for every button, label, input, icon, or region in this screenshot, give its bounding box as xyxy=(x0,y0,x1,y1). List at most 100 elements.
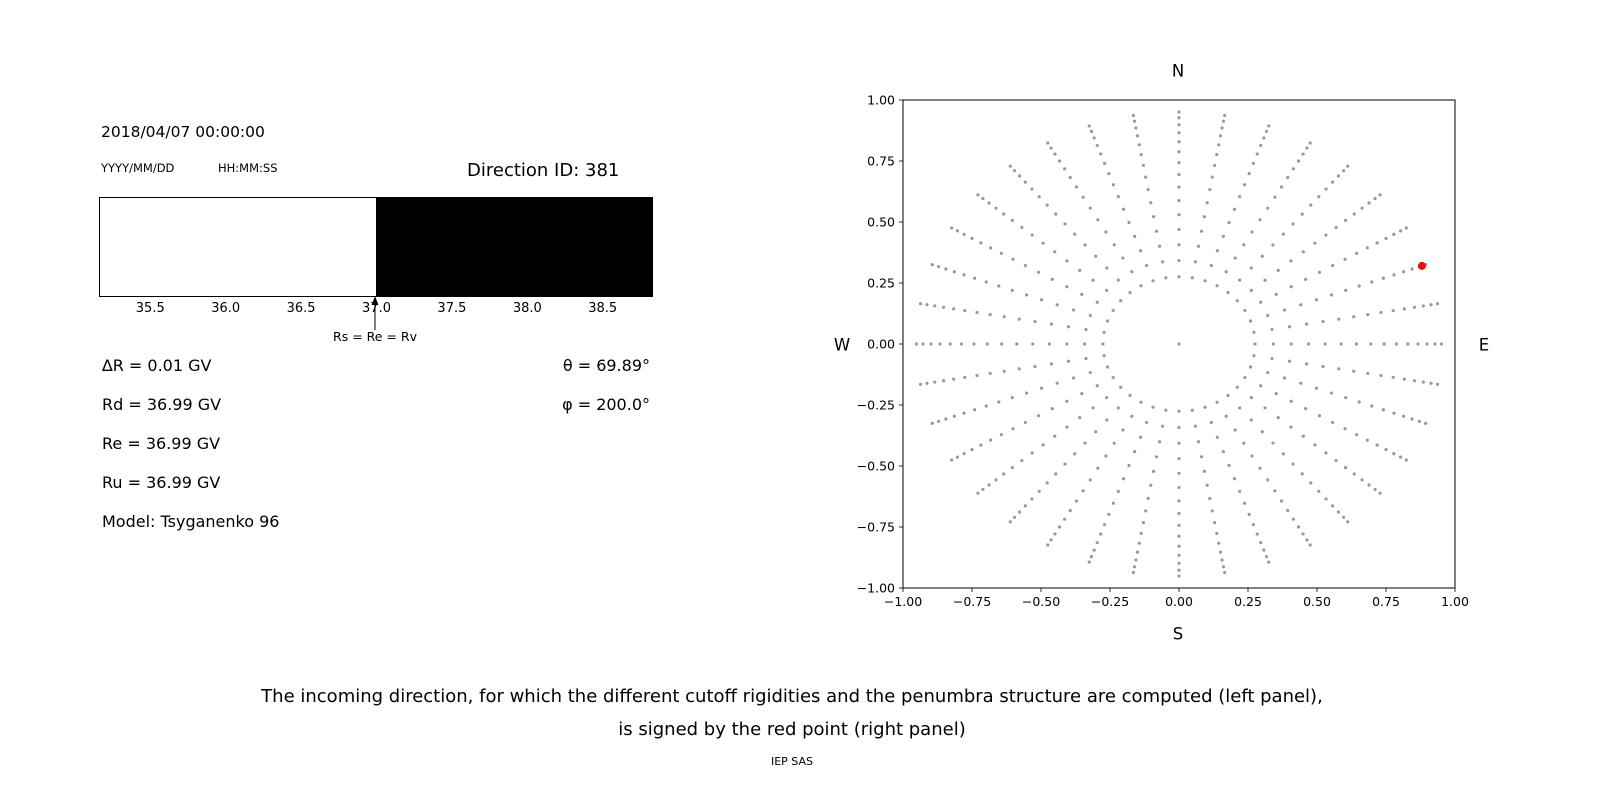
direction-dot xyxy=(1084,356,1088,361)
y-tick-label: −0.50 xyxy=(857,459,895,474)
direction-dot xyxy=(1282,376,1287,380)
direction-dot xyxy=(1164,276,1168,280)
direction-dot xyxy=(1379,373,1383,378)
direction-dot xyxy=(1116,406,1120,410)
direction-dot xyxy=(1215,435,1219,439)
direction-dot xyxy=(1065,399,1069,403)
direction-dot xyxy=(1392,273,1396,277)
direction-dot xyxy=(1317,270,1322,274)
direction-dot xyxy=(1317,414,1322,418)
direction-dot xyxy=(1177,409,1181,413)
direction-dot xyxy=(1112,243,1116,247)
direction-dot xyxy=(1080,292,1084,296)
direction-dot xyxy=(1164,408,1168,412)
direction-dot xyxy=(1317,195,1321,199)
direction-dot xyxy=(1289,399,1293,403)
direction-dot xyxy=(1367,201,1371,205)
direction-dot xyxy=(914,342,919,346)
direction-dot xyxy=(1266,478,1270,482)
direction-dot xyxy=(1271,441,1275,445)
direction-dot xyxy=(1360,478,1364,482)
direction-dot xyxy=(1232,207,1237,211)
direction-dot xyxy=(1281,452,1285,456)
direction-dot xyxy=(1137,541,1141,545)
direction-dot xyxy=(1266,313,1270,318)
direction-dot xyxy=(1177,185,1181,189)
direction-dot xyxy=(1065,342,1069,346)
direction-dot xyxy=(1141,163,1145,168)
direction-dot xyxy=(1260,430,1264,434)
direction-dot xyxy=(1081,195,1085,199)
direction-dot xyxy=(1063,462,1067,466)
direction-dot xyxy=(988,371,992,376)
direction-dot xyxy=(989,246,993,250)
direction-dot xyxy=(1259,540,1263,545)
direction-dot xyxy=(1091,278,1095,282)
direction-dot xyxy=(1221,565,1226,569)
direction-dot xyxy=(1024,293,1029,297)
direction-dot xyxy=(1111,183,1116,187)
direction-dot xyxy=(999,433,1003,437)
direction-dot xyxy=(1096,218,1100,222)
direction-dot xyxy=(1300,212,1304,216)
direction-dot xyxy=(1050,407,1054,411)
direction-dot xyxy=(1139,249,1143,253)
direction-dot xyxy=(955,455,959,459)
direction-dot xyxy=(1036,270,1041,274)
direction-dot xyxy=(1392,411,1396,415)
direction-dot xyxy=(1073,232,1077,236)
direction-dot xyxy=(1177,161,1181,165)
direction-dot xyxy=(1220,126,1224,130)
direction-dot xyxy=(1177,150,1181,154)
direction-dot xyxy=(1433,342,1437,346)
direction-dot xyxy=(1329,391,1334,395)
direction-dot xyxy=(1233,256,1237,260)
direction-dot xyxy=(979,443,983,447)
datetime-label: 2018/04/07 00:00:00 xyxy=(101,123,265,141)
direction-dot xyxy=(1002,472,1006,476)
direction-dot xyxy=(1392,232,1396,236)
direction-dot xyxy=(1049,538,1053,542)
direction-dot xyxy=(1286,175,1290,180)
direction-dot xyxy=(1331,504,1335,508)
direction-dot xyxy=(1274,392,1278,396)
direction-dot xyxy=(1037,195,1041,199)
direction-dot xyxy=(1252,354,1256,358)
direction-dot xyxy=(1324,233,1328,237)
direction-dot xyxy=(1099,532,1103,536)
direction-dot xyxy=(1271,342,1275,346)
direction-dot xyxy=(1305,322,1309,326)
direction-dot xyxy=(1355,433,1359,437)
direction-dot xyxy=(1149,483,1153,487)
direction-dot xyxy=(1144,175,1148,179)
direction-dot xyxy=(1091,406,1095,410)
direction-dot xyxy=(1092,548,1096,552)
direction-dot xyxy=(1402,270,1406,274)
cardinal-south-label: S xyxy=(1172,624,1184,644)
direction-dot xyxy=(1101,342,1105,346)
direction-dot xyxy=(1083,441,1087,445)
selected-direction-dot xyxy=(1417,261,1426,270)
direction-dot xyxy=(1074,499,1079,503)
direction-dot xyxy=(1002,369,1006,373)
direction-dot xyxy=(1220,558,1224,562)
direction-dot xyxy=(1381,276,1385,280)
direction-dot xyxy=(950,458,954,462)
direction-dot xyxy=(1177,258,1181,263)
direction-dot xyxy=(1157,244,1162,248)
direction-dot xyxy=(1049,146,1053,150)
direction-dot xyxy=(985,342,989,346)
direction-dot xyxy=(1105,288,1109,292)
direction-dot xyxy=(1193,424,1197,428)
direction-dot xyxy=(1036,414,1041,418)
direction-dot xyxy=(1286,508,1290,513)
direction-dot xyxy=(1011,257,1015,261)
direction-dot xyxy=(1323,342,1327,346)
model-label: Model: Tsyganenko 96 xyxy=(102,512,280,531)
direction-dot xyxy=(1384,236,1388,240)
direction-dot xyxy=(1249,418,1253,422)
direction-dot xyxy=(1065,285,1069,289)
direction-dot xyxy=(1215,400,1219,404)
direction-dot xyxy=(1381,408,1385,412)
direction-dot xyxy=(925,381,929,385)
